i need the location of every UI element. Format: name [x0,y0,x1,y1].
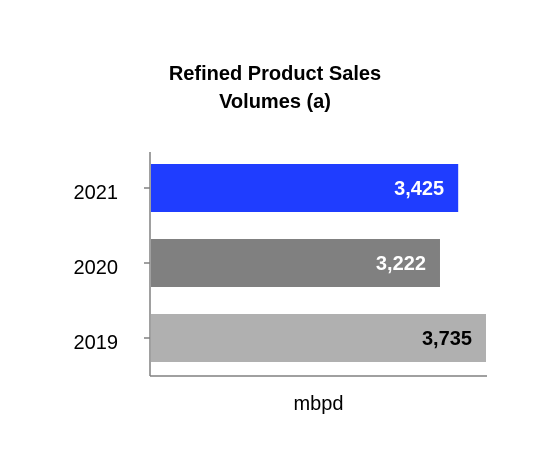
value-label-2021: 3,425 [394,178,444,200]
bar-2020 [151,239,440,287]
category-label-2019: 2019 [74,332,119,354]
chart-title-line-2: Volumes (a) [219,91,331,113]
chart-title: Refined Product Sales Volumes (a) [0,60,550,116]
value-label-2019: 3,735 [422,328,472,350]
x-axis-label: mbpd [293,393,343,415]
bars-layer [151,164,486,362]
labels-layer: 3,425 2021 3,222 2020 3,735 2019 [74,178,473,354]
category-label-2021: 2021 [74,182,119,204]
bar-2019 [151,314,486,362]
value-label-2020: 3,222 [376,253,426,275]
chart-title-line-1: Refined Product Sales [168,63,382,85]
category-label-2020: 2020 [74,257,119,279]
y-ticks [144,187,150,339]
bar-2021 [151,164,459,212]
